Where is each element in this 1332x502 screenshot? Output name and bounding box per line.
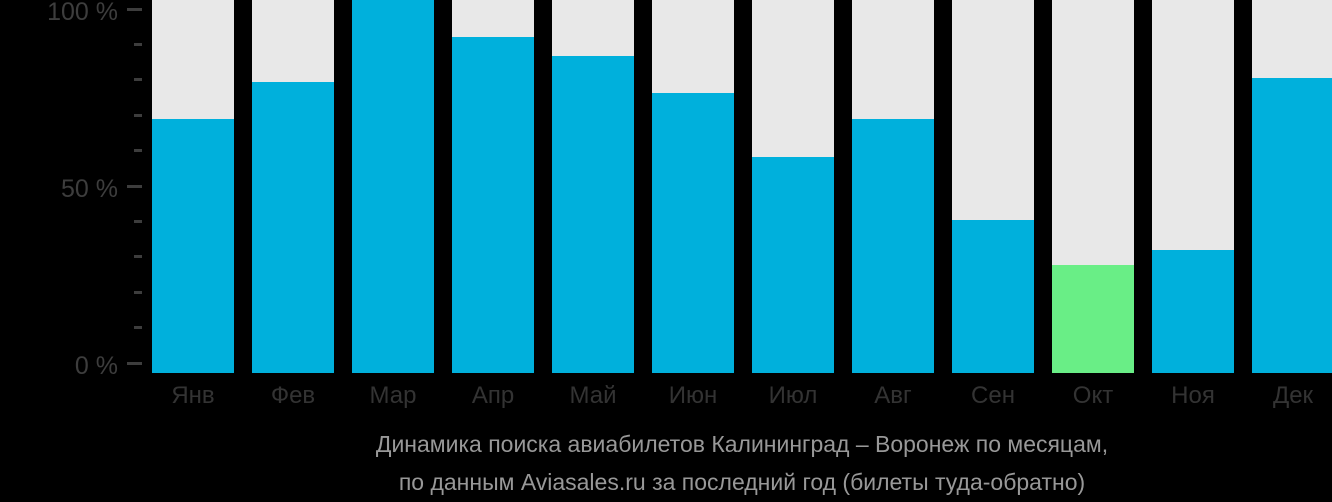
y-axis-major-tick bbox=[127, 361, 142, 365]
bar[interactable] bbox=[652, 93, 734, 373]
y-axis-minor-tick bbox=[134, 42, 142, 46]
bar-column: Окт bbox=[1052, 0, 1134, 408]
bar[interactable] bbox=[852, 119, 934, 373]
y-axis-tick-label: 0 % bbox=[74, 352, 118, 380]
bar[interactable] bbox=[352, 0, 434, 373]
chart-title-line-1: Динамика поиска авиабилетов Калининград … bbox=[375, 431, 1109, 457]
y-axis-minor-tick bbox=[134, 255, 142, 259]
bar-column: Дек bbox=[1252, 0, 1332, 408]
bar[interactable] bbox=[1252, 78, 1332, 373]
x-axis-label: Окт bbox=[1072, 382, 1114, 409]
bar[interactable] bbox=[752, 156, 834, 373]
x-axis-label: Дек bbox=[1272, 382, 1314, 409]
x-axis-label: Ноя bbox=[1171, 382, 1215, 409]
x-axis-label: Янв bbox=[171, 382, 215, 409]
bar-column: Июн bbox=[652, 0, 734, 408]
y-axis-tick-label: 100 % bbox=[47, 0, 118, 26]
y-axis-minor-tick bbox=[134, 219, 142, 223]
bar-column: Июл bbox=[752, 0, 834, 408]
x-axis-label: Мар bbox=[369, 382, 417, 409]
bar-column: Авг bbox=[852, 0, 934, 408]
bar-column: Мар bbox=[352, 0, 434, 408]
x-axis-label: Июл bbox=[768, 382, 818, 409]
y-axis-major-tick bbox=[127, 7, 142, 11]
bar[interactable] bbox=[152, 119, 234, 373]
bar-column: Апр bbox=[452, 0, 534, 408]
x-axis-label: Июн bbox=[668, 382, 718, 409]
bar[interactable] bbox=[452, 37, 534, 373]
plot-area: 100 % 50 % 0 % Янв Фев Мар Апр Май Июн Июл Авг Сен О… bbox=[47, 0, 1332, 408]
x-axis-label: Май bbox=[569, 382, 617, 409]
bar[interactable] bbox=[1152, 249, 1234, 373]
y-axis-tick-label: 50 % bbox=[61, 175, 118, 203]
y-axis-minor-tick bbox=[134, 326, 142, 330]
bar[interactable] bbox=[1052, 264, 1134, 373]
y-axis-minor-tick bbox=[134, 113, 142, 117]
bar-column: Май bbox=[552, 0, 634, 408]
y-axis-minor-tick bbox=[134, 290, 142, 294]
bar-column: Янв bbox=[152, 0, 234, 408]
bar-column: Фев bbox=[252, 0, 334, 408]
y-axis-minor-tick bbox=[134, 78, 142, 82]
y-axis-major-tick bbox=[127, 184, 142, 188]
bar[interactable] bbox=[952, 220, 1034, 373]
bar[interactable] bbox=[552, 55, 634, 373]
chart-title-line-2: по данным Aviasales.ru за последний год … bbox=[398, 469, 1086, 495]
bar-column: Сен bbox=[952, 0, 1034, 408]
x-axis-label: Фев bbox=[270, 382, 316, 409]
bar[interactable] bbox=[252, 82, 334, 373]
bar-column: Ноя bbox=[1152, 0, 1234, 408]
y-axis-minor-tick bbox=[134, 149, 142, 153]
x-axis-label: Апр bbox=[471, 382, 515, 409]
x-axis-label: Сен bbox=[971, 382, 1015, 409]
x-axis-label: Авг bbox=[874, 382, 912, 409]
